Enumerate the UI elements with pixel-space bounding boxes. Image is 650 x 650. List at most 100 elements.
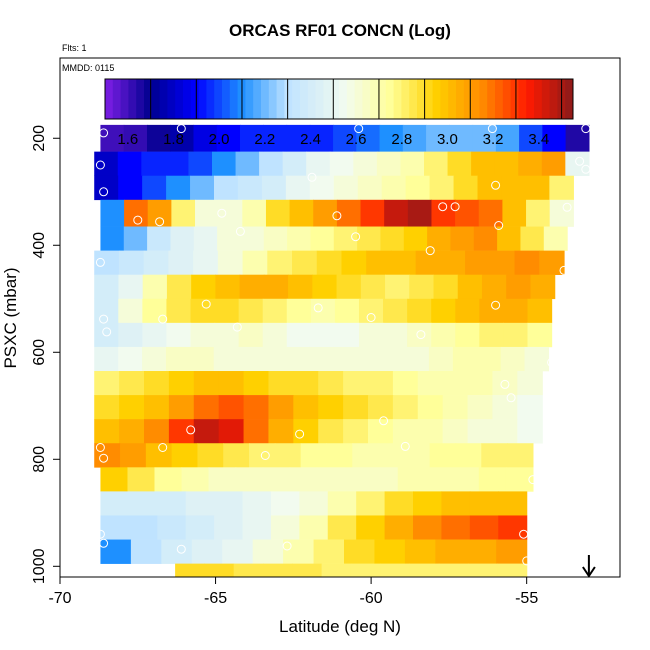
- heat-cell: [455, 298, 480, 324]
- down-arrow-icon: [582, 555, 596, 578]
- heat-cell: [374, 539, 406, 564]
- track-marker: [99, 538, 109, 548]
- colorbar-swatch: [292, 79, 301, 119]
- heat-cell: [385, 274, 410, 300]
- heat-cell: [518, 151, 543, 177]
- heat-cell: [498, 491, 528, 516]
- heat-cell: [157, 515, 187, 540]
- heat-cell: [157, 491, 187, 516]
- heat-cell: [119, 395, 145, 420]
- heat-cell: [502, 199, 527, 227]
- heat-cell: [465, 250, 491, 275]
- heat-cell: [168, 250, 194, 275]
- heat-cell: [267, 250, 293, 275]
- track-marker: [562, 202, 572, 212]
- heat-cell: [356, 124, 381, 152]
- heat-cell: [193, 226, 218, 251]
- colorbar-swatch: [385, 79, 395, 119]
- heat-cell: [170, 226, 195, 251]
- x-axis: -70 -65 -60 -55: [48, 577, 538, 607]
- heat-cell: [506, 274, 532, 300]
- heat-cell: [525, 175, 550, 201]
- heat-cell: [193, 124, 218, 152]
- heat-cell: [142, 346, 167, 372]
- heat-cell: [424, 151, 449, 177]
- colorbar-tick-label: 2.2: [254, 131, 275, 148]
- heat-cell: [316, 467, 345, 492]
- heat-cell: [440, 250, 466, 275]
- plot-frame: [59, 57, 621, 578]
- colorbar-frame: [104, 78, 574, 120]
- heat-cell: [171, 443, 199, 468]
- colorbar-swatch: [471, 79, 480, 119]
- colorbar-swatch: [526, 79, 535, 119]
- heat-cell: [282, 151, 307, 177]
- heat-cell: [497, 226, 522, 251]
- heat-cell: [249, 443, 276, 468]
- heat-cell: [154, 467, 183, 492]
- heat-cell: [309, 124, 334, 152]
- heat-cell: [171, 199, 196, 227]
- colorbar-swatch: [105, 79, 114, 119]
- heat-cell: [243, 395, 270, 420]
- heat-cell: [265, 199, 291, 227]
- heat-cell: [441, 515, 471, 540]
- heat-cell: [481, 443, 508, 468]
- heat-cell: [392, 419, 419, 444]
- heat-cell: [214, 298, 240, 324]
- heat-cell: [543, 226, 568, 251]
- heat-cell: [427, 226, 452, 251]
- track-marker: [307, 172, 317, 182]
- heat-cell: [405, 346, 430, 372]
- track-marker: [332, 211, 342, 221]
- heat-cell: [168, 371, 195, 396]
- heat-cell: [262, 467, 291, 492]
- heat-cell: [469, 515, 499, 540]
- heat-cell: [283, 539, 315, 564]
- heat-cell: [287, 226, 312, 251]
- heat-cell: [208, 467, 237, 492]
- heat-cell: [433, 274, 459, 300]
- heat-cell: [100, 539, 132, 564]
- heat-cell: [118, 346, 143, 372]
- heat-cell: [489, 250, 516, 275]
- heat-cell: [357, 175, 383, 201]
- heat-cell: [343, 371, 369, 396]
- heat-cell: [193, 250, 219, 275]
- heat-cell: [313, 539, 345, 564]
- heat-cell: [289, 467, 318, 492]
- heat-cell: [147, 199, 172, 227]
- heat-cell: [392, 371, 419, 396]
- heat-cell: [405, 175, 431, 201]
- track-marker: [155, 217, 165, 227]
- heat-cell: [299, 515, 329, 540]
- colorbar-tick-labels: 1.6 1.8 2.0 2.2 2.4 2.6 2.8 3.0 3.2 3.4: [117, 131, 549, 148]
- heat-cell: [123, 226, 148, 251]
- heat-cell: [413, 515, 443, 540]
- heat-cell: [500, 346, 526, 372]
- x-axis-label: Latitude (deg N): [279, 617, 401, 636]
- colorbar-swatch: [284, 79, 293, 119]
- heat-cell: [310, 322, 336, 348]
- colorbar-tick-label: 3.4: [528, 131, 549, 148]
- heat-cell: [216, 124, 241, 152]
- heat-cell: [503, 322, 529, 348]
- heat-cell: [242, 250, 268, 275]
- colorbar-swatch: [300, 79, 309, 119]
- colorbar-swatch: [245, 79, 254, 119]
- colorbar-swatch: [339, 79, 348, 119]
- heat-cell: [263, 226, 288, 251]
- heat-cell: [379, 124, 404, 152]
- y-tick-label: 600: [31, 339, 48, 366]
- heat-cell: [119, 371, 145, 396]
- colorbar-swatch: [268, 79, 278, 119]
- heat-cell: [191, 539, 223, 564]
- heat-cell: [299, 491, 329, 516]
- heat-cell: [309, 346, 334, 372]
- heat-cell: [193, 419, 220, 444]
- heat-cell: [243, 419, 270, 444]
- heat-cell: [378, 443, 405, 468]
- colorbar-swatch: [315, 79, 324, 119]
- heat-cell: [503, 298, 529, 324]
- heat-cell: [119, 419, 145, 444]
